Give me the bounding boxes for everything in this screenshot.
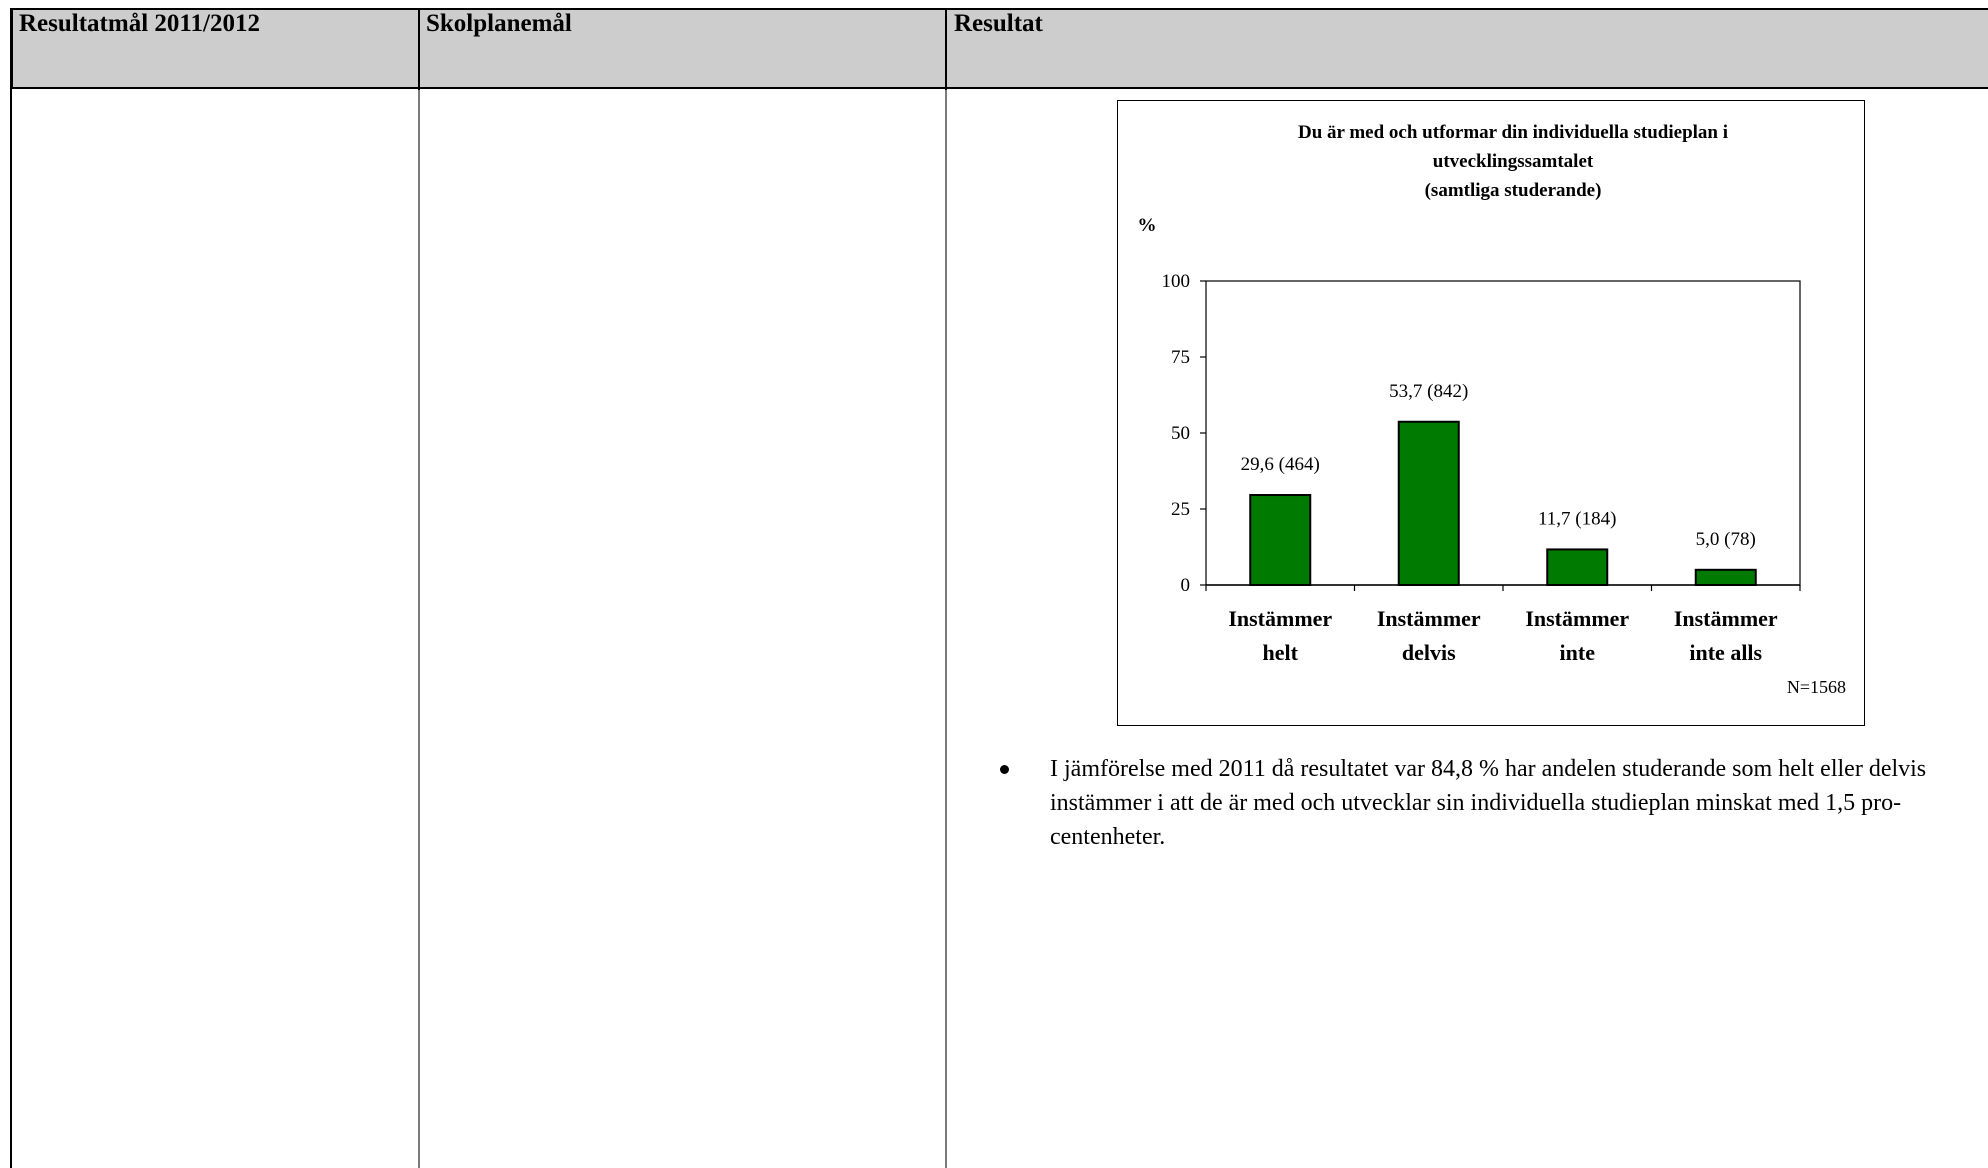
bar [1397,420,1460,587]
chart-title-line-1: Du är med och utformar din individuella … [1298,122,1728,143]
plot-area: 100 75 50 25 0 29,6 (464) Instämmer helt 53,7 (8… [1162,271,1801,665]
bar-chart: Du är med och utformar din individuella … [1138,122,1847,697]
bullet-text-line-2: instämmer i att de är med och utvecklar … [1050,790,1902,816]
column-divider-2 [945,88,947,1168]
x-category-label: inte [1560,640,1596,665]
header-resultat: Resultat [954,10,1043,37]
x-category-label: Instämmer [1377,606,1481,631]
x-category-label: Instämmer [1228,606,1332,631]
y-tick-label: 25 [1171,499,1190,520]
bar [1249,494,1312,586]
chart-frame: Du är med och utformar din individuella … [1117,100,1865,726]
header-skolplanemal: Skolplanemål [426,10,572,37]
header-resultatmal: Resultatmål 2011/2012 [19,10,260,37]
y-axis-label: % [1138,215,1157,236]
x-category-label: Instämmer [1674,606,1778,631]
chart-note-n: N=1568 [1787,677,1846,697]
bar-data-label: 11,7 (184) [1538,508,1616,529]
bullet-text-line-1: I jämförelse med 2011 då resultatet var … [1050,756,1927,782]
y-tick-label: 50 [1171,423,1190,444]
bar-data-label: 53,7 (842) [1389,381,1468,402]
bullet-text-line-3: centenheter. [1050,824,1166,850]
header-divider-2 [945,8,947,90]
table-border-left [10,8,12,1168]
bullet-text: I jämförelse med 2011 då resultatet var … [1050,752,1988,854]
chart-title-line-2: utvecklingssamtalet [1433,151,1594,172]
table-header-row [11,8,1988,89]
header-divider-1 [418,8,420,90]
bar-data-label: 5,0 (78) [1696,529,1756,550]
x-category-label: Instämmer [1525,606,1629,631]
column-divider-1 [418,88,420,1168]
chart-title-line-3: (samtliga studerande) [1425,180,1602,201]
y-tick-label: 100 [1162,271,1191,292]
y-tick-label: 75 [1171,347,1190,368]
bar [1546,548,1609,587]
x-category-label: helt [1263,640,1299,665]
bar [1694,568,1757,586]
x-category-label: inte alls [1689,640,1762,665]
y-tick-label: 0 [1181,575,1191,596]
x-category-label: delvis [1402,640,1456,665]
bar-data-label: 29,6 (464) [1241,454,1320,475]
bullet-dot [1000,765,1009,774]
